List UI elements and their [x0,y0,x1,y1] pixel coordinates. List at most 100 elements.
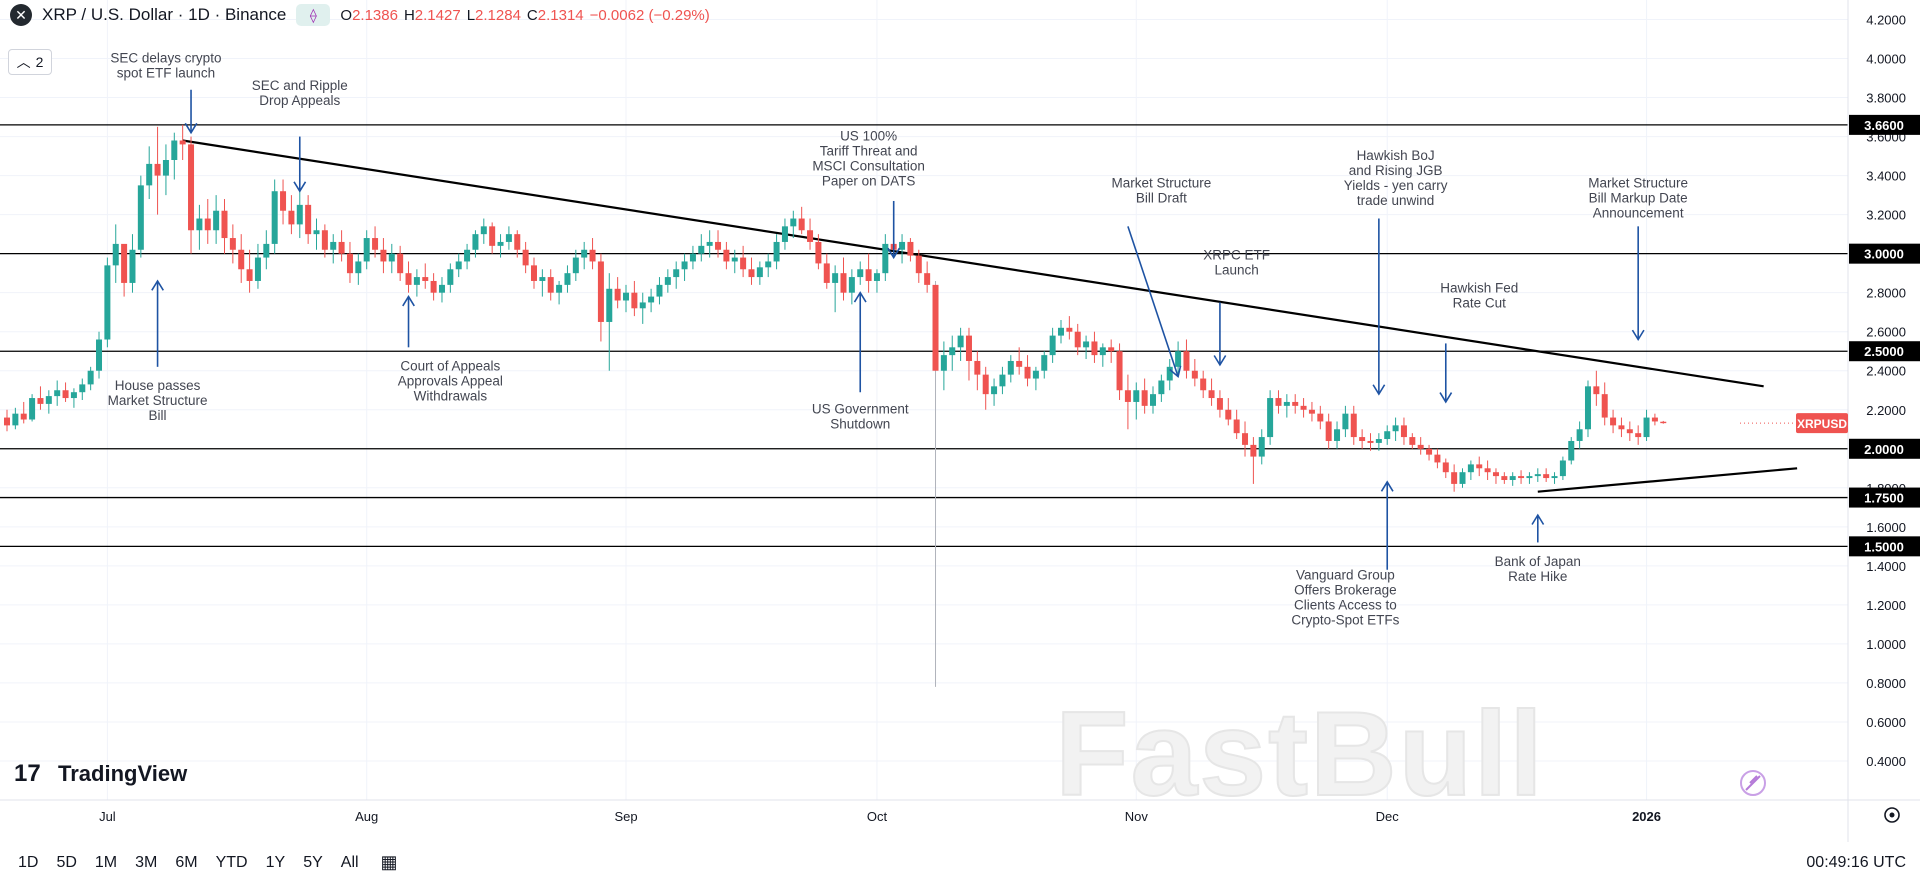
candle-body [1066,327,1073,332]
annotation-text: Rate Hike [1508,569,1567,584]
candle [1651,413,1658,426]
candle-body [213,210,220,231]
candle [932,280,939,687]
timeframe-6m[interactable]: 6M [175,853,198,871]
candle [547,269,554,301]
timeframe-1y[interactable]: 1Y [265,853,286,871]
candle [1032,366,1039,391]
candle [489,222,496,254]
candle-body [857,269,864,278]
annotation-text: SEC delays crypto [110,50,221,65]
tradingview-logo[interactable]: 17 TradingView [14,760,188,787]
candle-body [1643,417,1650,438]
candle [999,366,1006,395]
candle-body [656,284,663,297]
timeframe-all[interactable]: All [340,853,359,871]
candle [1175,341,1182,375]
candle-body [104,265,111,340]
timeframe-1d[interactable]: 1D [18,853,39,871]
candle [338,230,345,262]
candle [1484,460,1491,480]
candle [1124,374,1131,430]
candle [522,241,529,274]
symbol-title[interactable]: XRP / U.S. Dollar · 1D · Binance [42,5,287,24]
candle-body [572,257,579,274]
candle [1526,472,1533,484]
candle-body [112,243,119,266]
candle-body [1099,347,1106,356]
annotation-arrowhead [1372,384,1386,396]
level-price-tag-label: 2.0000 [1864,442,1904,457]
candle-body [480,226,487,235]
candle [1150,386,1157,414]
candle-body [29,398,36,420]
candle-body [564,273,571,285]
annotation-text: Offers Brokerage [1294,583,1397,598]
candle [405,261,412,293]
candle [330,234,337,264]
utc-clock[interactable]: 00:49:16 UTC [1806,853,1906,871]
indicator-share-icon[interactable]: ⟠ [296,4,331,26]
candle-body [330,241,337,250]
candle-body [296,204,303,225]
candle-body [664,277,671,285]
candle-body [70,392,77,399]
close-value: 2.1314 [537,6,584,24]
level-price-tag [1849,341,1920,362]
candle [355,253,362,285]
candle [857,261,864,285]
candle-body [1208,390,1215,399]
annotation-text: Market Structure [1111,175,1211,190]
close-label: C [526,6,538,24]
candle [740,245,747,278]
timeframe-5y[interactable]: 5Y [303,853,323,871]
candle [882,234,889,281]
candle-body [1601,394,1608,418]
y-tick-label: 1.4000 [1866,559,1906,574]
timeframe-5d[interactable]: 5D [56,853,77,871]
bottom-toolbar: 1D 5D 1M 3M 6M YTD 1Y 5Y All ▦ 00:49:16 … [0,842,1920,883]
collapse-indicators-button[interactable]: ︿ 2 [8,49,52,75]
candle-body [907,241,914,256]
level-price-tag [1849,438,1920,459]
candle-body [1442,462,1449,473]
candle [162,144,169,196]
high-label: H [403,6,415,24]
annotation-text: Clients Access to [1294,598,1397,613]
candle [1568,437,1575,465]
candle [254,243,261,289]
candle [1610,409,1617,434]
candle-body [162,160,169,176]
high-value: 2.1427 [414,6,461,24]
candle [1317,405,1324,430]
candle-body [1334,429,1341,441]
candle-body [648,296,655,303]
candle-body [1501,476,1508,480]
candle-body [246,269,253,281]
candle-body [1534,474,1541,477]
fastbull-watermark: FastBull [1054,686,1543,822]
candle [464,243,471,270]
candle [656,277,663,305]
calendar-range-icon[interactable]: ▦ [380,852,398,872]
timeframe-1m[interactable]: 1M [94,853,118,871]
candle-body [1467,464,1474,473]
timeframe-3m[interactable]: 3M [135,853,158,871]
candle-body [748,269,755,278]
timeframe-ytd[interactable]: YTD [215,853,248,871]
candle-body [1367,440,1374,443]
candle-body [957,335,964,348]
candle-body [271,191,278,244]
xrp-logo-icon[interactable]: ✕ [10,4,32,26]
candle-body [1074,331,1081,348]
candle-body [1409,437,1416,445]
sparkle-icon[interactable] [1740,770,1766,796]
settings-gear-icon[interactable] [1884,807,1900,823]
candle-body [1359,437,1366,441]
time-axis[interactable]: Jul Aug Sep Oct Nov Dec 2026 [0,799,1920,824]
candle-body [20,413,27,420]
candle [1258,429,1265,465]
